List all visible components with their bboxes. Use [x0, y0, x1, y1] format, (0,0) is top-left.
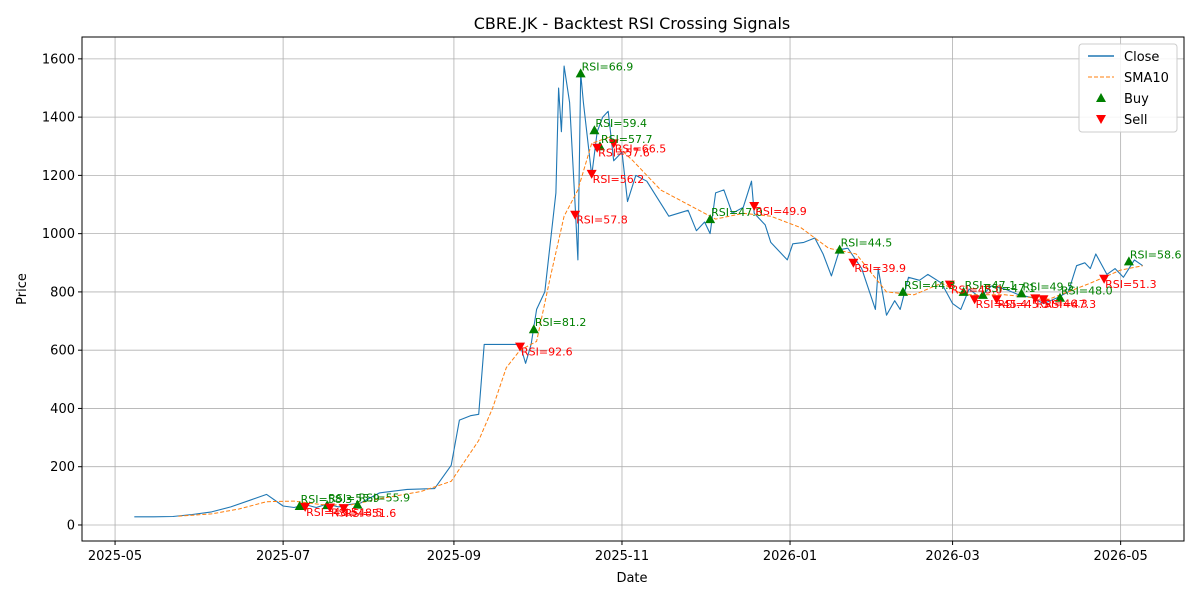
legend-sell-triangle-down-icon: [1096, 115, 1106, 124]
grid-lines: [82, 37, 1184, 541]
legend-buy-label: Buy: [1124, 92, 1149, 107]
sell-marker: [749, 201, 760, 211]
buy-annotation: RSI=49.5: [1022, 280, 1074, 293]
buy-marker: [294, 501, 305, 511]
buy-annotation: RSI=59.4: [595, 117, 647, 130]
buy-annotation: RSI=47.0: [711, 206, 763, 219]
buy-annotation: RSI=66.9: [582, 60, 634, 73]
y-tick-label: 1200: [42, 169, 75, 184]
chart-title: CBRE.JK - Backtest RSI Crossing Signals: [474, 14, 791, 33]
buy-annotation: RSI=47.1: [984, 282, 1036, 295]
buy-marker: [897, 286, 908, 296]
buy-annotation: RSI=81.2: [535, 316, 587, 329]
buy-marker: [575, 68, 586, 78]
sell-marker: [300, 502, 311, 512]
sell-annotation: RSI=49.9: [755, 205, 807, 218]
sell-marker: [515, 342, 526, 352]
x-tick-label: 2025-09: [427, 549, 481, 564]
sell-marker: [1030, 294, 1041, 304]
y-tick-label: 0: [67, 518, 75, 533]
buy-annotation: RSI=58.3: [301, 493, 353, 506]
y-axis-ticks: 0 200 400 600 800 1000 1200 1400 1600: [42, 52, 82, 533]
sell-marker: [848, 258, 859, 268]
buy-marker: [834, 244, 845, 254]
sell-annotation: RSI=56.2: [593, 173, 645, 186]
buy-marker: [528, 324, 539, 334]
x-tick-label: 2026-03: [925, 549, 979, 564]
y-tick-label: 200: [50, 460, 75, 475]
sell-annotation: RSI=51.6: [345, 507, 397, 520]
y-axis-label: Price: [15, 273, 30, 305]
buy-annotation: RSI=55.9: [328, 492, 380, 505]
series-layer: [134, 65, 1144, 518]
buy-marker: [1016, 288, 1027, 298]
legend-close-label: Close: [1124, 50, 1159, 65]
x-tick-label: 2026-01: [763, 549, 817, 564]
buy-annotation: RSI=44.3: [904, 279, 956, 292]
signal-markers: [294, 68, 1134, 514]
sell-marker: [1099, 274, 1110, 284]
y-tick-label: 600: [50, 344, 75, 359]
y-tick-label: 1400: [42, 111, 75, 126]
y-tick-label: 800: [50, 285, 75, 300]
sell-marker: [608, 139, 619, 149]
y-tick-label: 1000: [42, 227, 75, 242]
buy-marker: [705, 214, 716, 224]
x-tick-label: 2026-05: [1093, 549, 1147, 564]
legend-sma-label: SMA10: [1124, 71, 1169, 86]
sell-marker: [338, 504, 349, 514]
buy-marker: [958, 286, 969, 296]
sell-annotation: RSI=57.8: [576, 214, 628, 227]
sell-annotation: RSI=57.6: [598, 147, 650, 160]
sell-annotation: RSI=45.0: [951, 284, 1003, 297]
sell-annotation: RSI=46.3: [1036, 297, 1088, 310]
buy-marker: [1055, 292, 1066, 302]
buy-marker: [1123, 256, 1134, 266]
sell-annotation: RSI=48.5: [331, 506, 383, 519]
legend-buy-triangle-up-icon: [1096, 93, 1106, 102]
x-axis-label: Date: [616, 571, 647, 586]
legend: Close SMA10 Buy Sell: [1078, 43, 1178, 133]
x-tick-label: 2025-07: [256, 549, 310, 564]
sell-marker: [586, 169, 597, 179]
buy-annotation: RSI=57.7: [601, 133, 653, 146]
y-tick-label: 400: [50, 402, 75, 417]
sell-marker: [944, 280, 955, 290]
sell-annotation: RSI=39.9: [854, 262, 906, 275]
sell-marker: [324, 503, 335, 513]
sell-annotation: RSI=45.5: [998, 298, 1050, 311]
x-tick-label: 2025-05: [88, 549, 142, 564]
sell-annotation: RSI=47.3: [1044, 298, 1096, 311]
signal-annotations: RSI=58.3RSI=55.9RSI=55.9RSI=81.2RSI=66.9…: [301, 60, 1182, 520]
buy-annotation: RSI=58.6: [1130, 248, 1182, 261]
legend-sell-label: Sell: [1124, 113, 1147, 128]
sell-marker: [592, 143, 603, 153]
y-tick-label: 1600: [42, 52, 75, 67]
legend-box: [1078, 43, 1178, 133]
buy-marker: [352, 499, 363, 509]
buy-annotation: RSI=55.9: [359, 492, 411, 505]
sma10-series-line: [178, 137, 1143, 517]
x-tick-label: 2025-11: [595, 549, 649, 564]
buy-annotation: RSI=47.1: [965, 279, 1017, 292]
sell-marker: [991, 295, 1002, 305]
x-axis-ticks: 2025-05 2025-07 2025-09 2025-11 2026-01 2026-…: [88, 541, 1148, 564]
buy-marker: [977, 289, 988, 299]
sell-annotation: RSI=92.6: [521, 346, 573, 359]
sell-marker: [570, 210, 581, 220]
buy-annotation: RSI=44.5: [841, 237, 893, 250]
sell-marker: [1038, 295, 1049, 305]
buy-marker: [589, 125, 600, 135]
sell-annotation: RSI=48.5: [306, 506, 358, 519]
sell-marker: [969, 295, 980, 305]
plot-frame: [81, 36, 1185, 542]
sell-annotation: RSI=66.5: [615, 142, 667, 155]
sell-annotation: RSI=51.3: [1105, 278, 1157, 291]
buy-annotation: RSI=48.0: [1061, 285, 1113, 298]
sell-annotation: RSI=45.4: [976, 298, 1028, 311]
